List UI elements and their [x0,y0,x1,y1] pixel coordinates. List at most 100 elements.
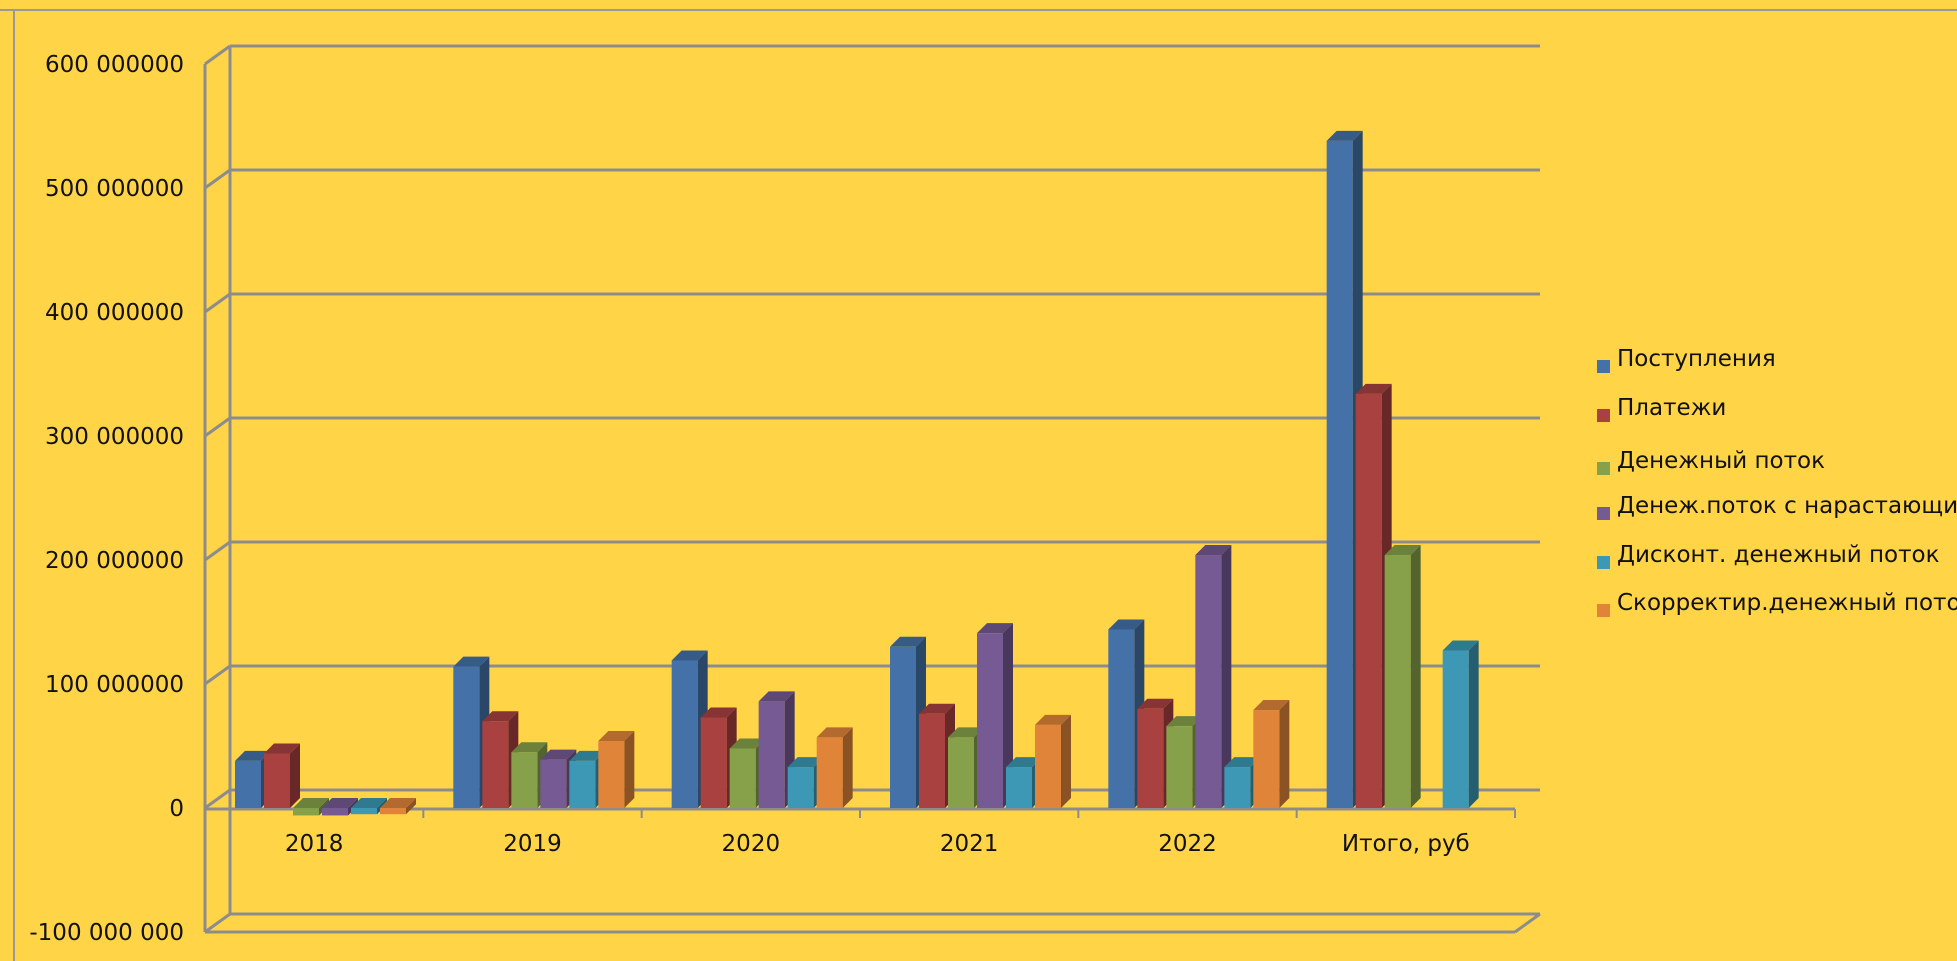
bar-side [842,727,853,808]
gridline-side [204,788,231,810]
legend-item: Денеж.поток с нарастающим [1597,493,1957,520]
y-tick-label: -100 000 000 [29,920,184,946]
bar-top [380,798,416,808]
bar [380,798,416,815]
bar-top [787,757,824,768]
legend-item: Поступления [1597,346,1776,373]
bar-top [235,750,271,761]
y-tick-label: 0 [169,796,184,822]
bar-top [1253,700,1290,711]
legend-label: Денежный поток [1617,448,1825,474]
bar-top [890,636,926,647]
bar-front [1326,140,1353,808]
bar-top [1442,640,1479,651]
bar-front [351,808,377,815]
axis-layer [203,46,1516,932]
bar-front [1442,650,1469,808]
gridline-side [204,292,231,314]
bar-top [1035,714,1071,725]
bar [1035,714,1071,808]
bar-front [1137,708,1164,808]
bar-top [1384,545,1421,556]
bar-front [293,808,319,816]
bar-front [948,737,974,808]
y-tick-label: 200 000000 [45,548,184,574]
category-labels: 2018 2019 2020 2021 2022 Итого, руб [285,831,1470,857]
bar-front [540,759,567,808]
bar-front [380,808,406,815]
legend-label: Денеж.поток с нарастающим [1617,493,1957,519]
bar-front [511,752,538,808]
bar-top [729,738,766,749]
bar-front [1006,767,1032,808]
bar-top [671,650,708,661]
bar-front [729,748,756,808]
bar-side [624,731,635,808]
bar [598,731,635,808]
gridline-side [204,664,231,686]
bar [1442,640,1479,808]
bars-layer [235,130,1479,816]
bar-top [598,731,635,742]
y-tick-label: 600 000000 [45,52,184,78]
bar-front [700,717,727,808]
legend-swatch [1597,462,1610,475]
bar-front [1035,724,1061,808]
bar-front [264,753,290,808]
legend-swatch [1597,507,1610,520]
bar-top [453,656,490,667]
bar-top [1195,545,1232,556]
legend-item: Платежи [1597,395,1726,422]
gridline-side [204,416,231,438]
bar-side [1468,640,1479,808]
legend-swatch [1597,556,1610,569]
legend-label: Платежи [1617,395,1726,421]
bar-front [1195,555,1222,808]
bar-top [511,742,548,753]
bar-side [1221,545,1232,808]
gridline-side [204,168,231,190]
bar-front [1108,629,1135,808]
bar-top [700,707,737,718]
bar-side [290,743,300,808]
bar-front [482,721,509,808]
legend: Поступления Платежи Денежный поток Денеж.по… [1597,346,1957,617]
bar-top [919,703,955,714]
bar-top [758,691,795,702]
tick-labels: 600 000000 500 000000 400 000000 300 000000… [29,52,184,946]
grid-layer [204,44,1541,934]
bar-front [453,666,480,808]
bar-top [351,798,387,808]
legend-swatch [1597,604,1610,617]
bar-front [235,760,261,808]
legend-swatch [1597,409,1610,422]
bar-top [1108,619,1145,630]
bar-top [948,727,984,738]
y-tick-label: 400 000000 [45,300,184,326]
bar [264,743,300,808]
legend-label: Поступления [1617,346,1776,372]
legend-item: Дисконт. денежный поток [1597,542,1940,569]
y-tick-label: 100 000000 [45,672,184,698]
bar-top [264,743,300,754]
bar-front [1166,726,1193,808]
bar-top [569,750,606,761]
bar-front [816,737,843,808]
x-tick-label: Итого, руб [1342,831,1470,857]
bar-side [1279,700,1290,808]
bar-side [1410,545,1421,808]
legend-label: Скорректир.денежный поток [1617,590,1957,616]
bar-top [293,798,329,808]
bar-top [1224,757,1261,768]
bar-top [977,623,1013,634]
bar [758,691,795,808]
legend-item: Денежный поток [1597,448,1825,475]
bar-front [758,701,785,808]
legend-swatch [1597,360,1610,373]
gridline-side [204,540,231,562]
bar [1195,545,1232,808]
bar-front [1224,767,1251,808]
legend-item: Скорректир.денежный поток [1597,590,1957,617]
